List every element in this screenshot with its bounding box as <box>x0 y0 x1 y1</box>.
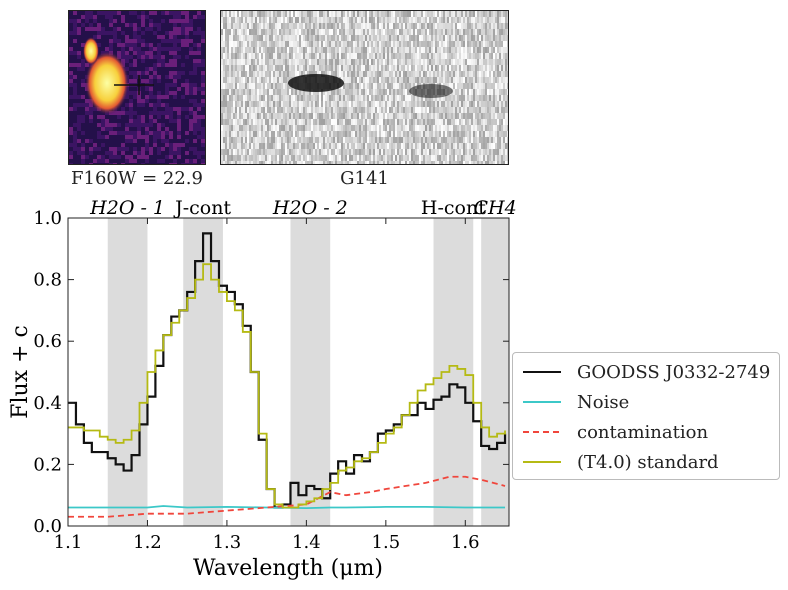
feature-band <box>290 218 331 526</box>
legend-label: (T4.0) standard <box>577 451 719 473</box>
x-tick-label: 1.5 <box>372 532 401 553</box>
y-tick-label: 0.2 <box>33 454 62 475</box>
band-label: H2O - 2 <box>272 197 348 219</box>
legend-entry: (T4.0) standard <box>521 449 719 475</box>
y-axis-label: Flux + c <box>8 325 33 419</box>
spectral-trace-h <box>409 84 453 98</box>
band-label: H2O - 1 <box>89 197 165 219</box>
y-tick-label: 0.0 <box>33 516 62 537</box>
series-line-3 <box>68 263 506 509</box>
legend-swatch <box>523 371 561 373</box>
spectral-trace-j <box>288 74 344 92</box>
x-tick-label: 1.3 <box>213 532 242 553</box>
direct-image-canvas <box>69 11 205 164</box>
legend-label: GOODSS J0332-2749 <box>577 361 771 383</box>
axis-ticks: 1.1 1.2 1.3 1.4 1.5 1.6 0.0 0.2 0.4 0.6 0.8 1.0 <box>33 208 509 553</box>
legend-swatch <box>523 401 561 403</box>
band-label: J-cont <box>173 197 231 219</box>
feature-band <box>433 218 474 526</box>
series-line-0 <box>68 232 507 509</box>
band-label: CH4 <box>473 197 516 219</box>
legend-label: contamination <box>577 421 709 443</box>
band-label: H-cont <box>421 197 486 219</box>
legend: GOODSS J0332-2749 Noise contamination (T4.0… <box>512 352 780 480</box>
x-axis-label: Wavelength (μm) <box>193 556 383 581</box>
x-tick-label: 1.6 <box>451 532 480 553</box>
legend-swatch <box>523 461 561 463</box>
thumbnail-caption: F160W = 22.9 <box>71 168 203 189</box>
y-tick-label: 0.6 <box>33 331 62 352</box>
plot-frame <box>67 217 510 527</box>
feature-band <box>107 218 148 526</box>
2d-spectrum-canvas <box>221 11 508 164</box>
x-tick-label: 1.4 <box>292 532 321 553</box>
legend-label: Noise <box>577 391 630 413</box>
series-line-2 <box>68 475 506 518</box>
bright-source <box>85 51 129 115</box>
feature-band <box>481 218 509 526</box>
x-tick-label: 1.2 <box>133 532 162 553</box>
legend-entry: Noise <box>521 389 629 415</box>
series-lines <box>68 232 507 518</box>
legend-entry: GOODSS J0332-2749 <box>521 359 770 385</box>
y-tick-label: 1.0 <box>33 208 62 229</box>
spectrum2d-caption: G141 <box>340 168 389 189</box>
direct-image-thumbnail <box>68 10 206 165</box>
legend-swatch <box>523 431 561 433</box>
2d-spectrum-image <box>220 10 509 165</box>
y-tick-label: 0.8 <box>33 270 62 291</box>
y-tick-label: 0.4 <box>33 393 62 414</box>
legend-entry: contamination <box>521 419 708 445</box>
x-tick-label: 1.1 <box>54 532 83 553</box>
